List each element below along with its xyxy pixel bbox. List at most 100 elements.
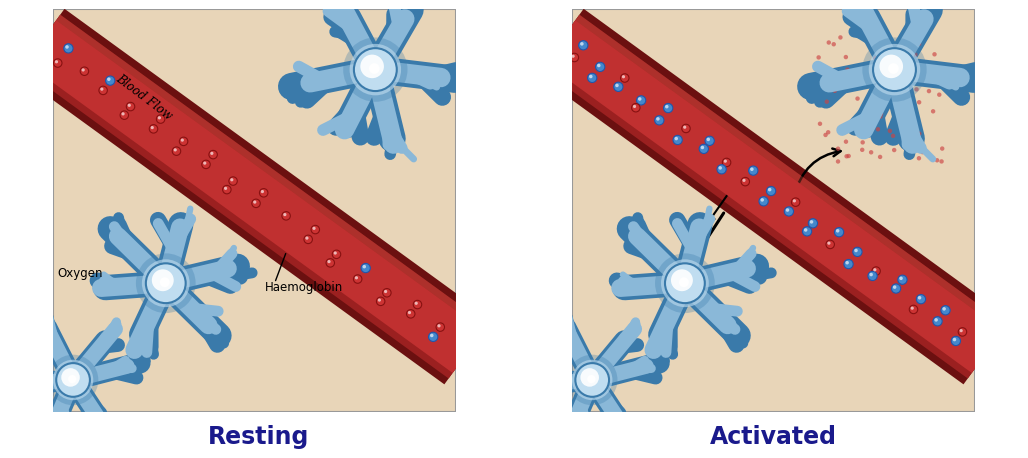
Circle shape: [361, 263, 370, 273]
Circle shape: [633, 105, 636, 108]
Circle shape: [326, 259, 334, 267]
Circle shape: [665, 105, 668, 109]
Circle shape: [888, 129, 892, 133]
Circle shape: [64, 44, 73, 53]
Circle shape: [127, 104, 131, 107]
Circle shape: [940, 159, 944, 164]
Circle shape: [903, 54, 907, 59]
Circle shape: [750, 168, 754, 171]
Circle shape: [845, 67, 850, 72]
Circle shape: [836, 159, 840, 164]
Circle shape: [146, 263, 186, 303]
Circle shape: [895, 97, 901, 102]
Circle shape: [938, 69, 942, 74]
Circle shape: [572, 360, 613, 400]
Circle shape: [844, 140, 848, 144]
Circle shape: [911, 306, 914, 310]
Polygon shape: [576, 15, 1006, 331]
Circle shape: [305, 236, 308, 240]
Circle shape: [838, 35, 843, 40]
Circle shape: [156, 115, 164, 123]
Circle shape: [906, 76, 910, 81]
Circle shape: [869, 44, 920, 95]
Circle shape: [204, 162, 207, 165]
Circle shape: [900, 277, 903, 280]
Circle shape: [355, 276, 358, 279]
Circle shape: [859, 77, 865, 82]
Polygon shape: [22, 15, 487, 378]
Circle shape: [868, 271, 877, 281]
Circle shape: [706, 138, 710, 141]
Circle shape: [684, 125, 687, 129]
Circle shape: [665, 263, 705, 303]
Circle shape: [142, 259, 189, 307]
Circle shape: [261, 190, 264, 193]
Circle shape: [959, 329, 963, 332]
Circle shape: [833, 88, 837, 93]
Circle shape: [836, 229, 840, 233]
Circle shape: [897, 275, 907, 284]
Circle shape: [934, 158, 940, 163]
Circle shape: [835, 228, 844, 237]
Circle shape: [932, 316, 942, 326]
Circle shape: [951, 336, 960, 346]
Circle shape: [854, 249, 857, 252]
Circle shape: [437, 324, 441, 327]
Circle shape: [304, 235, 313, 244]
Circle shape: [149, 125, 157, 133]
Circle shape: [101, 87, 104, 91]
Circle shape: [181, 138, 184, 142]
Circle shape: [655, 116, 664, 125]
Circle shape: [810, 220, 813, 224]
Circle shape: [436, 323, 444, 331]
Circle shape: [674, 137, 678, 140]
Circle shape: [888, 63, 898, 74]
Circle shape: [868, 126, 872, 131]
Circle shape: [631, 104, 640, 112]
Polygon shape: [541, 15, 1006, 378]
Circle shape: [580, 42, 584, 46]
Circle shape: [785, 208, 790, 212]
Circle shape: [282, 212, 290, 220]
Circle shape: [898, 114, 903, 119]
Circle shape: [761, 198, 764, 202]
Circle shape: [284, 213, 287, 216]
Circle shape: [53, 59, 62, 67]
Circle shape: [663, 104, 672, 113]
Circle shape: [354, 275, 362, 284]
Circle shape: [804, 228, 807, 232]
Circle shape: [909, 305, 918, 314]
Circle shape: [938, 93, 942, 97]
Circle shape: [792, 198, 800, 207]
Circle shape: [354, 48, 397, 91]
Circle shape: [931, 109, 935, 114]
Circle shape: [179, 137, 188, 146]
Circle shape: [174, 148, 177, 152]
Circle shape: [622, 75, 625, 78]
Circle shape: [876, 127, 880, 131]
Circle shape: [934, 318, 938, 322]
Circle shape: [638, 97, 641, 101]
Circle shape: [827, 40, 831, 45]
Polygon shape: [26, 20, 483, 373]
Circle shape: [68, 375, 76, 383]
Circle shape: [909, 58, 914, 63]
Circle shape: [57, 363, 89, 397]
Circle shape: [768, 188, 771, 191]
Circle shape: [406, 310, 415, 318]
Circle shape: [880, 55, 903, 78]
Circle shape: [614, 82, 623, 92]
Circle shape: [665, 263, 705, 303]
Circle shape: [327, 260, 331, 263]
Circle shape: [717, 164, 726, 174]
Circle shape: [923, 71, 928, 75]
Circle shape: [916, 294, 925, 304]
Circle shape: [932, 52, 937, 56]
Circle shape: [151, 126, 154, 129]
Circle shape: [224, 187, 227, 190]
Text: Blood Flow: Blood Flow: [113, 72, 175, 123]
Circle shape: [917, 156, 921, 160]
Circle shape: [913, 52, 918, 57]
Circle shape: [121, 112, 124, 115]
Circle shape: [311, 225, 320, 234]
